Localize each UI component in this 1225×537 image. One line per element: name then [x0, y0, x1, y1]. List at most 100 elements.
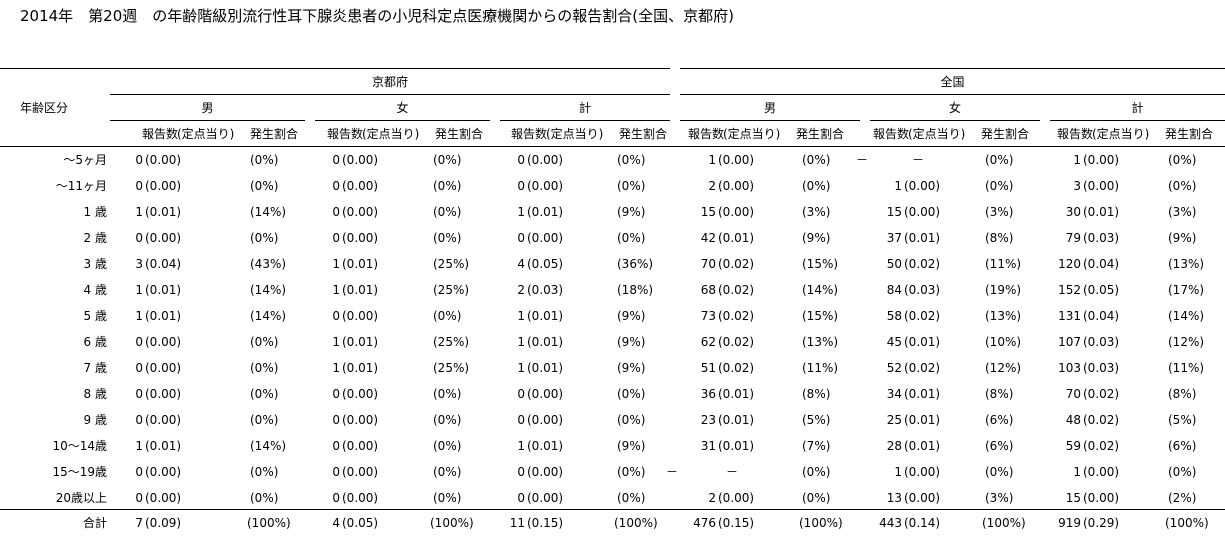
per-sentinel-value: (0.05) — [1083, 283, 1120, 297]
rule-sex-2 — [500, 120, 670, 121]
per-sentinel-value: (0.04) — [145, 257, 182, 271]
occurrence-rate: (0%) — [433, 439, 462, 453]
age-category-label: 1 歳 — [83, 205, 107, 219]
column-header-per-sentinel: (定点当り) — [362, 127, 420, 141]
per-sentinel-value: (0.00) — [527, 413, 564, 427]
total-occurrence-rate: (100%) — [247, 516, 291, 530]
occurrence-rate: (0%) — [1168, 153, 1197, 167]
per-sentinel-value: (0.01) — [527, 309, 564, 323]
report-count: 25 — [886, 413, 902, 427]
age-category-label: 15～19歳 — [52, 465, 107, 479]
occurrence-rate: (6%) — [985, 439, 1014, 453]
occurrence-rate: (3%) — [1168, 205, 1197, 219]
per-sentinel-value: (0.01) — [342, 257, 379, 271]
occurrence-rate: (12%) — [1168, 335, 1205, 349]
report-count: 36 — [700, 387, 716, 401]
report-count: 62 — [700, 335, 716, 349]
per-sentinel-value: (0.01) — [904, 439, 941, 453]
occurrence-rate: (0%) — [617, 231, 646, 245]
rule-header-bottom — [0, 146, 1225, 147]
occurrence-rate: (0%) — [617, 153, 646, 167]
total-report-count: 919 — [1058, 516, 1081, 530]
occurrence-rate: (13%) — [985, 309, 1022, 323]
per-sentinel-value: (0.00) — [342, 231, 379, 245]
occurrence-rate: (14%) — [1168, 309, 1205, 323]
per-sentinel-value: (0.00) — [145, 413, 182, 427]
per-sentinel-value: (0.00) — [527, 179, 564, 193]
occurrence-rate: (15%) — [802, 257, 839, 271]
rule-sex-0 — [110, 120, 305, 121]
rule-top-kyoto — [0, 68, 670, 69]
per-sentinel-value: (0.00) — [527, 465, 564, 479]
age-category-label: 8 歳 — [83, 387, 107, 401]
report-count: 131 — [1058, 309, 1081, 323]
occurrence-rate: (0%) — [617, 179, 646, 193]
report-count: 84 — [886, 283, 902, 297]
per-sentinel-value: (0.01) — [342, 283, 379, 297]
age-category-header: 年齢区分 — [20, 101, 69, 115]
age-category-label: 2 歳 — [83, 231, 107, 245]
occurrence-rate: (0%) — [802, 491, 831, 505]
occurrence-rate: (0%) — [985, 179, 1014, 193]
report-count: 0 — [135, 387, 143, 401]
per-sentinel-value: (0.01) — [145, 205, 182, 219]
per-sentinel-value: (0.00) — [342, 309, 379, 323]
occurrence-rate: (3%) — [985, 205, 1014, 219]
occurrence-rate: (0%) — [433, 153, 462, 167]
report-count: 48 — [1065, 413, 1081, 427]
occurrence-rate: (13%) — [802, 335, 839, 349]
report-count: 152 — [1058, 283, 1081, 297]
age-category-label: 5 歳 — [83, 309, 107, 323]
report-count: 1 — [135, 283, 143, 297]
column-header-per-sentinel: (定点当り) — [908, 127, 966, 141]
report-count: 0 — [332, 179, 340, 193]
report-count: 58 — [886, 309, 902, 323]
per-sentinel-value: (0.00) — [342, 387, 379, 401]
per-sentinel-value: (0.00) — [527, 153, 564, 167]
per-sentinel-value: (0.00) — [718, 205, 755, 219]
report-count: 107 — [1058, 335, 1081, 349]
occurrence-rate: (0%) — [985, 465, 1014, 479]
per-sentinel-value: (0.00) — [1083, 465, 1120, 479]
per-sentinel-value: (0.00) — [1083, 179, 1120, 193]
report-count: 30 — [1065, 205, 1081, 219]
per-sentinel-value: (0.02) — [718, 361, 755, 375]
total-per-sentinel-value: (0.09) — [145, 516, 182, 530]
report-count: － — [856, 153, 869, 167]
per-sentinel-value: (0.00) — [342, 205, 379, 219]
occurrence-rate: (0%) — [250, 179, 279, 193]
report-count: 3 — [135, 257, 143, 271]
occurrence-rate: (9%) — [617, 335, 646, 349]
region-header-kyoto: 京都府 — [371, 75, 408, 89]
report-count: 79 — [1065, 231, 1081, 245]
report-count: 4 — [517, 257, 525, 271]
per-sentinel-value: (0.00) — [527, 491, 564, 505]
per-sentinel-value: (0.01) — [904, 231, 941, 245]
occurrence-rate: (25%) — [433, 257, 470, 271]
per-sentinel-value: (0.00) — [1083, 491, 1120, 505]
report-count: 1 — [894, 465, 902, 479]
rule-top-national — [680, 68, 1225, 69]
occurrence-rate: (0%) — [433, 231, 462, 245]
rule-sex-3 — [680, 120, 860, 121]
report-count: 0 — [517, 179, 525, 193]
report-count: 1 — [1073, 465, 1081, 479]
per-sentinel-value: (0.00) — [904, 179, 941, 193]
report-count: 42 — [700, 231, 716, 245]
per-sentinel-value: (0.01) — [527, 205, 564, 219]
report-count: 51 — [700, 361, 716, 375]
occurrence-rate: (5%) — [802, 413, 831, 427]
per-sentinel-value: (0.00) — [904, 491, 941, 505]
report-count: 1 — [517, 205, 525, 219]
per-sentinel-value: － — [912, 153, 925, 167]
occurrence-rate: (9%) — [617, 439, 646, 453]
report-count: 0 — [332, 205, 340, 219]
per-sentinel-value: (0.00) — [342, 153, 379, 167]
report-count: 0 — [135, 413, 143, 427]
per-sentinel-value: (0.04) — [1083, 309, 1120, 323]
report-count: 0 — [517, 153, 525, 167]
occurrence-rate: (0%) — [802, 465, 831, 479]
per-sentinel-value: (0.00) — [145, 465, 182, 479]
report-count: 1 — [708, 153, 716, 167]
report-count: 70 — [700, 257, 716, 271]
